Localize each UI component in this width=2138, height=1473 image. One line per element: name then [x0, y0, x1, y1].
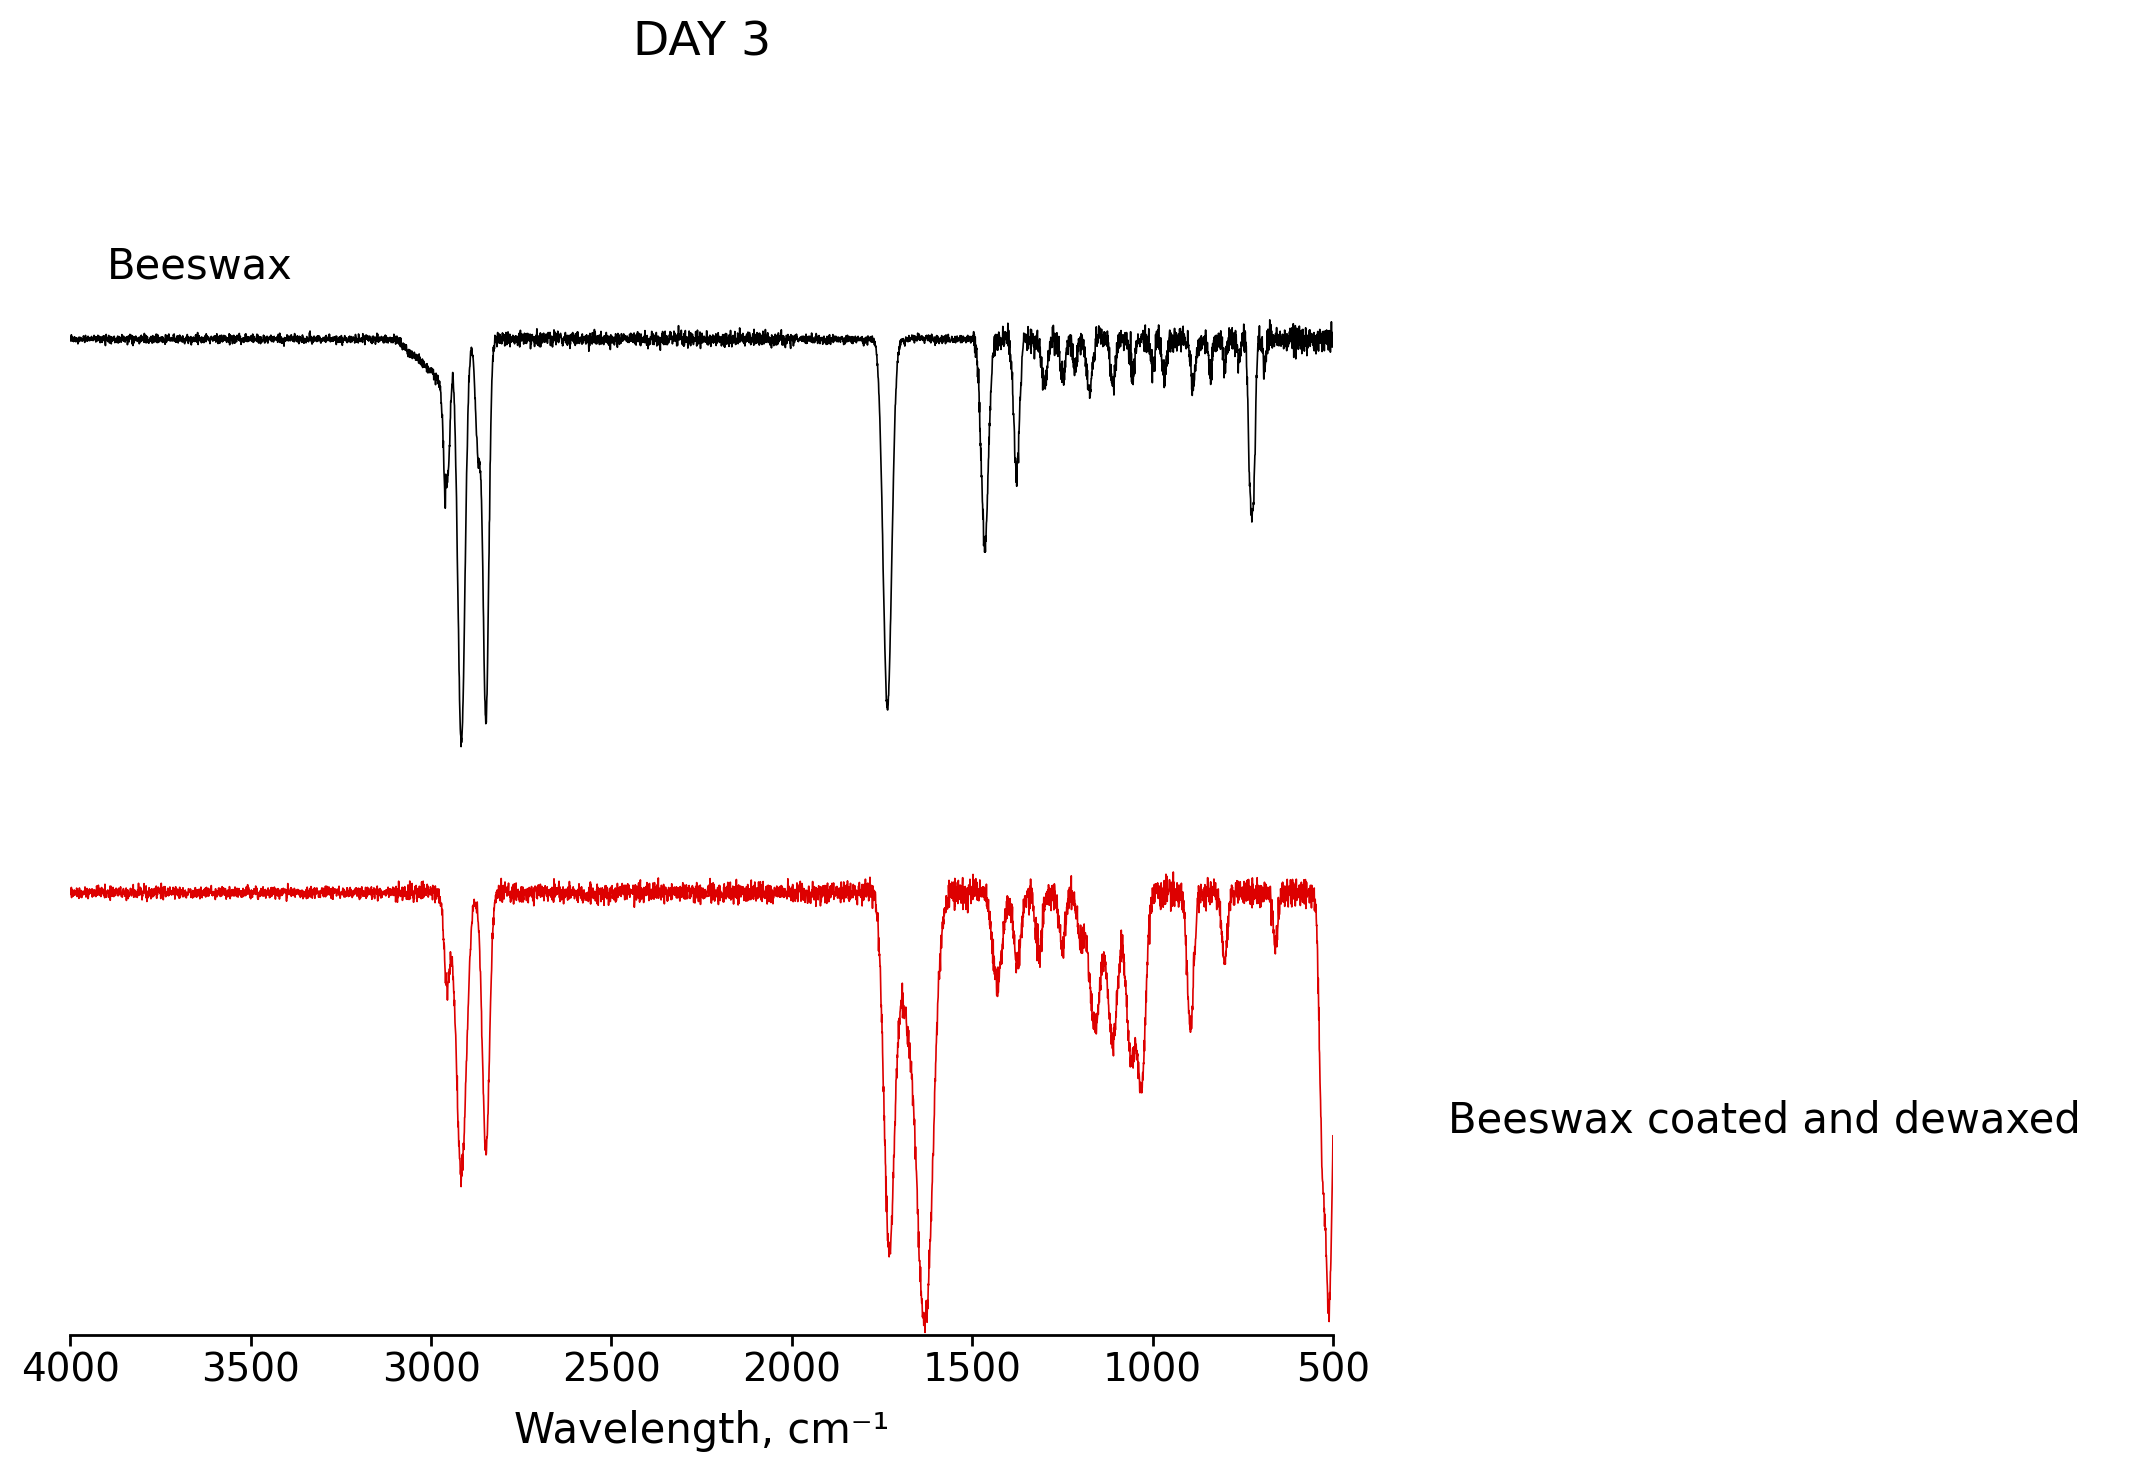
X-axis label: Wavelength, cm⁻¹: Wavelength, cm⁻¹	[513, 1410, 889, 1452]
Title: DAY 3: DAY 3	[633, 21, 770, 66]
Text: Beeswax: Beeswax	[107, 246, 293, 287]
Text: Beeswax coated and dewaxed: Beeswax coated and dewaxed	[1447, 1099, 2080, 1142]
